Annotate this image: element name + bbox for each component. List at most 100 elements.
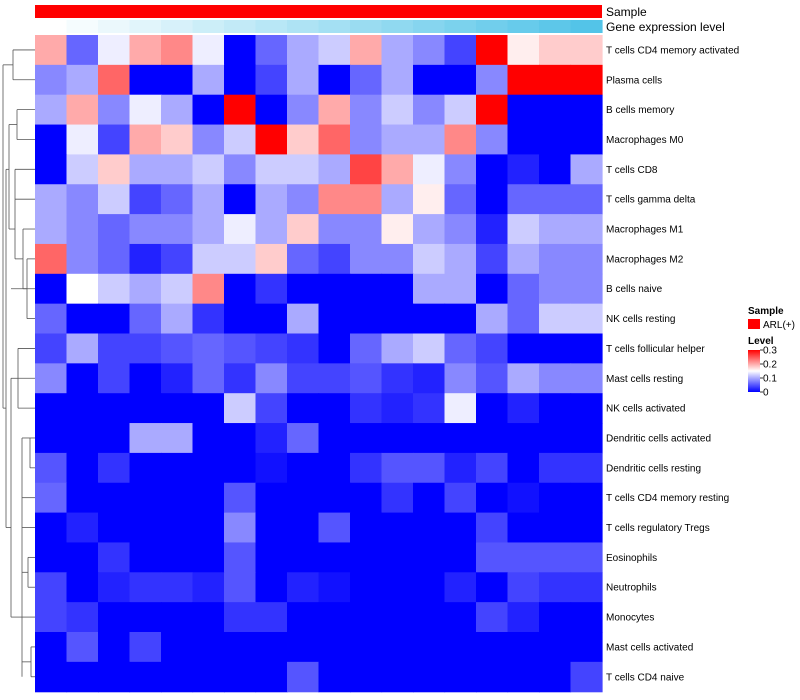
heatmap-cell [318,423,351,454]
heatmap-cell [224,602,257,633]
heatmap-cell [224,512,257,544]
heatmap-cell [381,661,414,693]
heatmap-cell [444,94,477,126]
heatmap-cell [287,661,320,693]
heatmap-cell [224,214,257,245]
legend-level-tick-label: 0.1 [763,374,777,385]
heatmap-cell [287,482,320,514]
heatmap-cell [98,184,131,215]
row-label: T cells gamma delta [606,195,696,206]
heatmap-cell [287,94,320,126]
heatmap-cell [98,632,131,663]
heatmap-cell [192,632,225,663]
heatmap-cell [98,512,131,544]
heatmap-cell [570,661,603,693]
heatmap-cell [507,243,540,275]
heatmap-cell [66,661,99,693]
heatmap-cell [476,124,509,155]
heatmap-cell [318,661,351,693]
heatmap-cell [539,632,572,663]
heatmap-cell [224,273,257,305]
heatmap-cell [539,333,572,364]
heatmap-cell [98,124,131,155]
heatmap-cell [66,602,99,633]
heatmap-cell [129,632,162,663]
heatmap-cell [413,423,446,454]
heatmap-cell [444,452,477,484]
heatmap-cell [381,542,414,573]
heatmap-cell [507,273,540,305]
heatmap-cell [318,393,351,424]
heatmap-cell [255,333,288,364]
heatmap-cell [381,35,414,66]
heatmap-cell [507,94,540,126]
heatmap-cell [507,214,540,245]
sample-annotation-bar [35,5,602,18]
heatmap-cell [192,572,225,603]
heatmap-cell [476,303,509,335]
heatmap-cell [413,572,446,603]
heatmap-cell [318,94,351,126]
heatmap-cell [66,35,99,66]
heatmap-cell [570,542,603,573]
heatmap-cell [350,542,383,573]
heatmap-cell [255,661,288,693]
row-dendrogram [2,49,35,678]
heatmap-cell [507,333,540,364]
heatmap-cell [350,94,383,126]
heatmap-cell [66,273,99,305]
heatmap-cell [287,273,320,305]
heatmap-cell [35,363,68,394]
heatmap-cell [287,303,320,335]
heatmap-cell [413,602,446,633]
heatmap-cell [66,632,99,663]
heatmap-cell [66,124,99,155]
heatmap-cell [444,482,477,514]
heatmap-cell [35,64,68,96]
heatmap-cell [413,214,446,245]
heatmap-cell [255,632,288,663]
heatmap-cell [98,363,131,394]
heatmap-cell [224,64,257,96]
heatmap-cell [413,64,446,96]
heatmap-cell [444,154,477,185]
heatmap-cell [98,542,131,573]
heatmap-cell [255,602,288,633]
heatmap-cell [381,512,414,544]
expression-annotation-cell [287,20,320,33]
heatmap-cell [381,184,414,215]
row-label: Monocytes [606,613,654,624]
heatmap-cell [381,482,414,514]
heatmap-cell [192,184,225,215]
expression-annotation-cell [255,20,288,33]
heatmap-cell [98,214,131,245]
heatmap-cell [413,94,446,126]
heatmap-cell [129,124,162,155]
heatmap-cell [35,273,68,305]
heatmap-cell [444,184,477,215]
heatmap-cell [350,273,383,305]
heatmap-cell [192,154,225,185]
row-label: T cells CD4 memory resting [606,493,729,504]
heatmap-cell [192,512,225,544]
heatmap-cell [507,363,540,394]
heatmap-cell [381,452,414,484]
expression-annotation-cell [98,20,131,33]
heatmap-cell [35,214,68,245]
heatmap-cell [539,214,572,245]
heatmap-cell [381,393,414,424]
heatmap-cell [507,154,540,185]
heatmap-cell [507,602,540,633]
heatmap-cell [98,64,131,96]
heatmap-cell [161,632,194,663]
heatmap-cell [161,303,194,335]
heatmap-cell [98,333,131,364]
heatmap-cell [570,243,603,275]
heatmap-cell [161,661,194,693]
heatmap-cell [507,35,540,66]
heatmap-cell [570,512,603,544]
heatmap-cell [66,64,99,96]
heatmap-cell [539,124,572,155]
heatmap-cell [539,35,572,66]
heatmap-cell [129,94,162,126]
